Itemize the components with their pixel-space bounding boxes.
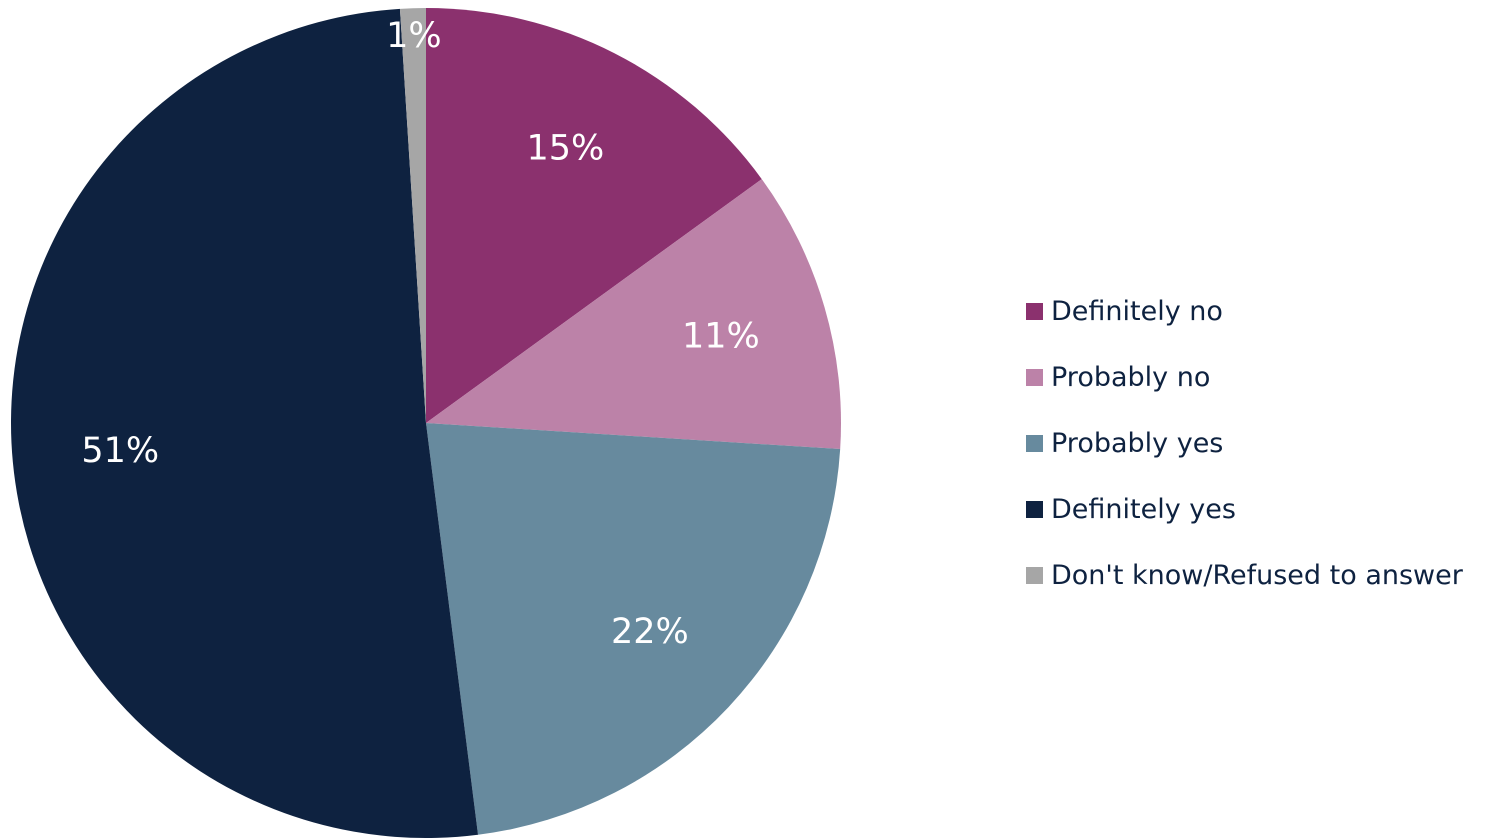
pie-chart-canvas: 15% 11% 22% 51% 1% — [11, 8, 841, 838]
legend-item-probably-yes: Probably yes — [1026, 424, 1496, 463]
pie-slice-definitely-yes — [11, 8, 479, 838]
legend-swatch-dont-know — [1026, 567, 1043, 584]
data-label-don-t-know-refused-to-answer: 1% — [386, 16, 442, 56]
legend-item-definitely-no: Definitely no — [1026, 292, 1496, 331]
data-label-definitely-no: 15% — [527, 128, 605, 168]
data-label-definitely-yes: 51% — [81, 431, 159, 471]
legend-swatch-probably-yes — [1026, 435, 1043, 452]
legend-label-probably-yes: Probably yes — [1051, 428, 1224, 459]
legend-item-probably-no: Probably no — [1026, 358, 1496, 397]
data-label-probably-no: 11% — [682, 316, 760, 356]
pie-slice-probably-yes — [426, 423, 841, 835]
data-label-probably-yes: 22% — [611, 612, 689, 652]
legend-swatch-definitely-no — [1026, 303, 1043, 320]
legend-item-definitely-yes: Definitely yes — [1026, 490, 1496, 529]
legend: Definitely no Probably no Probably yes D… — [1026, 292, 1496, 622]
pie-slice-don-t-know-refused-to-answer — [399, 8, 426, 423]
legend-label-probably-no: Probably no — [1051, 362, 1211, 393]
legend-item-dont-know: Don't know/Refused to answer — [1026, 556, 1496, 595]
legend-swatch-probably-no — [1026, 369, 1043, 386]
legend-swatch-definitely-yes — [1026, 501, 1043, 518]
legend-label-dont-know: Don't know/Refused to answer — [1051, 560, 1463, 591]
pie-slice-probably-no — [426, 179, 841, 450]
pie-slice-definitely-no — [426, 8, 762, 423]
legend-label-definitely-yes: Definitely yes — [1051, 494, 1236, 525]
legend-label-definitely-no: Definitely no — [1051, 296, 1223, 327]
